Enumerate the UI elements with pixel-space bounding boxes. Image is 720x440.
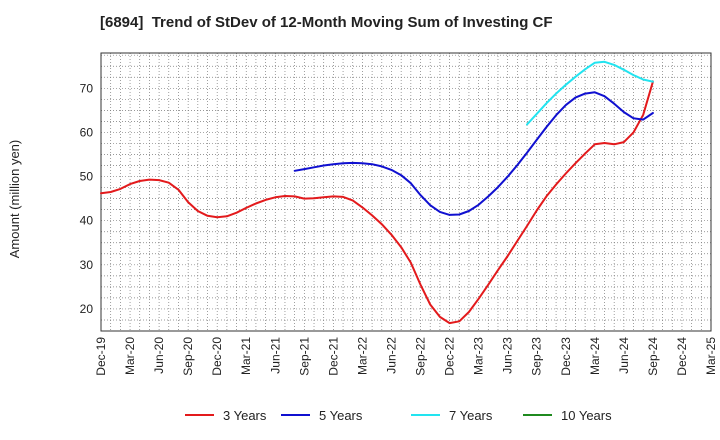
y-tick-label: 60 xyxy=(80,125,94,139)
x-tick-label: Sep-22 xyxy=(414,337,428,376)
x-tick-labels: Dec-19 Mar-20 Jun-20 Sep-20 Dec-20 Mar-21 Jun-… xyxy=(94,337,718,376)
x-tick-label: Sep-23 xyxy=(530,337,544,376)
series-lines xyxy=(100,60,654,325)
x-tick-label: Jun-23 xyxy=(501,337,515,374)
series-line-2 xyxy=(293,91,654,216)
x-tick-label: Dec-21 xyxy=(326,337,340,376)
x-tick-label: Sep-20 xyxy=(181,337,195,376)
x-tick-label: Mar-22 xyxy=(355,337,369,375)
y-tick-label: 20 xyxy=(80,302,94,316)
x-tick-label: Mar-21 xyxy=(239,337,253,375)
x-tick-label: Sep-21 xyxy=(297,337,311,376)
y-axis-label: Amount (million yen) xyxy=(7,140,22,259)
y-tick-labels: 20 30 40 50 60 70 xyxy=(80,81,94,316)
plot-area xyxy=(101,53,711,331)
x-tick-label: Mar-23 xyxy=(472,337,486,375)
plot-frame xyxy=(100,52,712,332)
x-tick-label: Mar-25 xyxy=(704,337,718,375)
legend-label: 7 Years xyxy=(449,408,493,423)
x-tick-label: Jun-20 xyxy=(152,337,166,374)
y-tick-label: 50 xyxy=(80,170,94,184)
x-tick-label: Dec-23 xyxy=(559,337,573,376)
x-tick-label: Jun-24 xyxy=(617,337,631,374)
legend: 3 Years 5 Years 7 Years 10 Years xyxy=(185,408,612,423)
legend-label: 10 Years xyxy=(561,408,612,423)
legend-label: 5 Years xyxy=(319,408,363,423)
x-tick-label: Dec-24 xyxy=(675,337,689,376)
x-tick-label: Mar-20 xyxy=(123,337,137,375)
x-tick-label: Dec-19 xyxy=(94,337,108,376)
x-tick-label: Mar-24 xyxy=(588,337,602,375)
x-tick-label: Dec-20 xyxy=(210,337,224,376)
series-line-3 xyxy=(526,60,654,126)
y-tick-label: 30 xyxy=(80,258,94,272)
grid-lines xyxy=(100,53,712,332)
x-tick-label: Jun-22 xyxy=(384,337,398,374)
legend-label: 3 Years xyxy=(223,408,267,423)
x-tick-label: Jun-21 xyxy=(268,337,282,374)
chart-title: [6894] Trend of StDev of 12-Month Moving… xyxy=(100,14,553,31)
x-tick-label: Dec-22 xyxy=(443,337,457,376)
y-tick-label: 70 xyxy=(80,81,94,95)
y-tick-label: 40 xyxy=(80,214,94,228)
series-line-1 xyxy=(100,80,654,325)
x-tick-label: Sep-24 xyxy=(646,337,660,376)
